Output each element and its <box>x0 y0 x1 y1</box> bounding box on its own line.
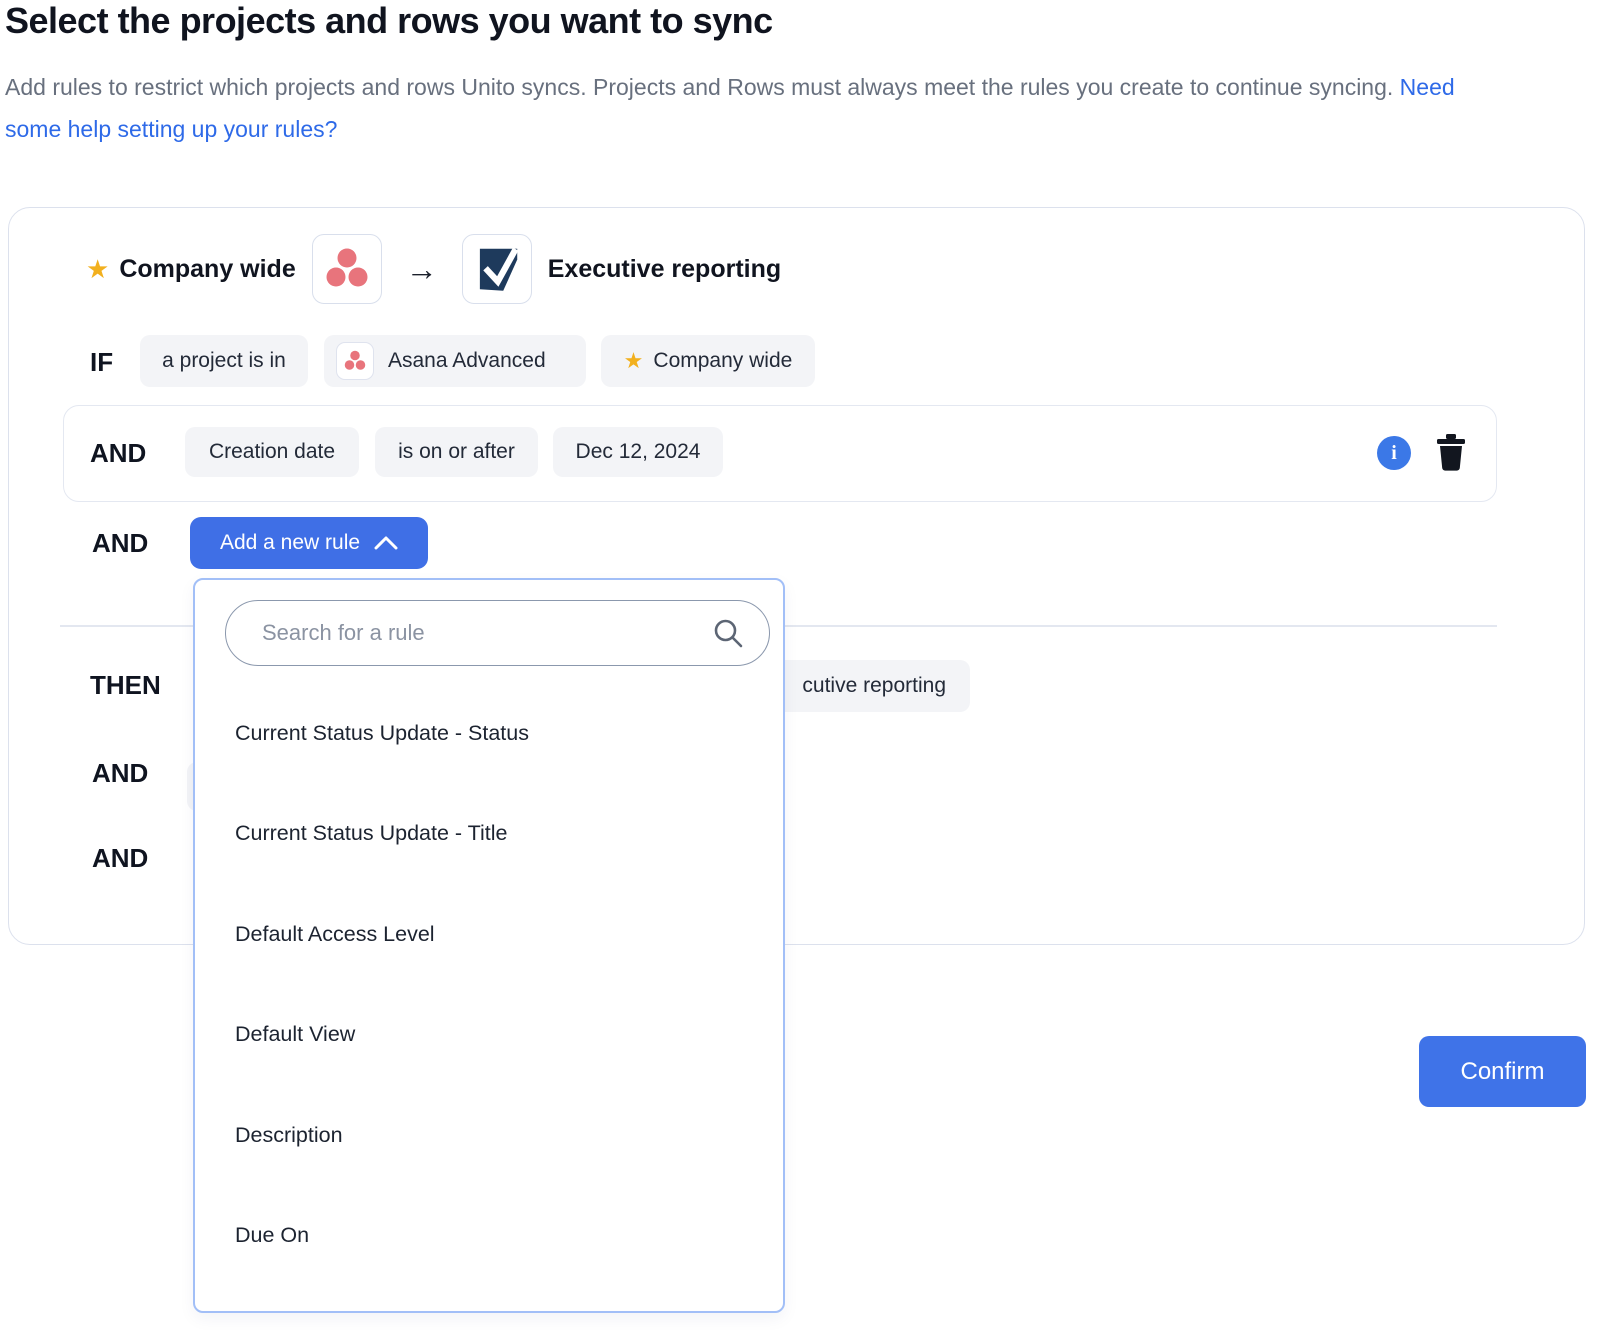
rule-operator-pill[interactable]: is on or after <box>375 427 538 477</box>
and-label: AND <box>92 528 149 558</box>
page-title: Select the projects and rows you want to… <box>5 0 773 41</box>
asana-icon <box>326 248 368 287</box>
and-label: AND <box>90 438 147 468</box>
rule-value-pill[interactable]: Dec 12, 2024 <box>553 427 723 477</box>
if-app-name: Asana Advanced <box>388 349 546 372</box>
search-icon <box>714 619 743 648</box>
arrow-icon: → <box>405 250 438 287</box>
confirm-button[interactable]: Confirm <box>1419 1036 1586 1107</box>
rule-search <box>225 600 770 666</box>
if-condition-pill[interactable]: a project is in <box>140 335 308 387</box>
subtitle-text: Add rules to restrict which projects and… <box>5 74 1400 100</box>
if-label: IF <box>90 347 114 377</box>
source-app-badge <box>311 234 382 304</box>
rule-option[interactable]: Default Access Level <box>235 921 435 946</box>
flow-header: ★ Company wide → Executive reporting <box>86 233 781 305</box>
and-label: AND <box>92 843 149 873</box>
asana-icon <box>344 350 366 370</box>
source-project-name: Company wide <box>119 254 296 283</box>
rule-field-pill[interactable]: Creation date <box>185 427 359 477</box>
destination-project-name: Executive reporting <box>547 254 782 283</box>
rule-search-input[interactable] <box>225 600 770 666</box>
info-icon[interactable]: i <box>1377 436 1411 470</box>
checkmark-flag-icon <box>479 247 519 291</box>
add-rule-label: Add a new rule <box>219 531 361 554</box>
then-label: THEN <box>90 670 161 700</box>
rule-options-list: Current Status Update - Status Current S… <box>195 683 783 1286</box>
rule-option[interactable]: Current Status Update - Title <box>235 821 508 846</box>
page-subtitle: Add rules to restrict which projects and… <box>5 66 1485 150</box>
star-emoji: ★ <box>86 253 110 284</box>
help-link[interactable]: Need some help setting up your rules? <box>5 74 1455 142</box>
rule-option[interactable]: Current Status Update - Status <box>235 720 529 745</box>
rule-dropdown: Current Status Update - Status Current S… <box>193 578 785 1313</box>
and-label: AND <box>92 758 149 788</box>
chevron-up-icon <box>374 536 398 550</box>
destination-app-badge <box>461 234 532 304</box>
trash-icon[interactable] <box>1434 431 1468 471</box>
rule-option[interactable]: Description <box>235 1122 343 1147</box>
rule-option[interactable]: Default View <box>235 1022 356 1047</box>
if-project-pill[interactable]: ★ Company wide <box>601 335 815 387</box>
if-project-name: Company wide <box>653 349 793 372</box>
if-app-pill[interactable]: Asana Advanced <box>324 335 586 387</box>
rule-option[interactable]: Due On <box>235 1223 310 1248</box>
star-emoji: ★ <box>623 348 644 373</box>
asana-mini-badge <box>336 342 374 380</box>
add-rule-button[interactable]: Add a new rule <box>190 517 428 569</box>
